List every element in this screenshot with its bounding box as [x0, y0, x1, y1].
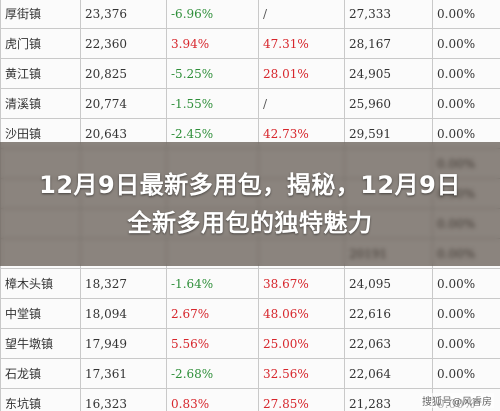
cell-change: 5.56%: [166, 328, 259, 359]
cell-town: 虎门镇: [0, 28, 81, 59]
cell-town: 东坑镇: [0, 388, 81, 411]
cell-value2: 21,283: [344, 388, 433, 411]
cell-value2: 22,616: [344, 298, 433, 329]
cell-value2: 24,095: [344, 268, 433, 299]
table-row: 中堂镇 18,094 2.67% 48.06% 22,616 0.00%: [0, 298, 500, 329]
cell-share: 32.56%: [258, 358, 345, 389]
cell-value: 18,094: [80, 298, 167, 329]
cell-change: -1.64%: [166, 268, 259, 299]
cell-value: 22,360: [80, 28, 167, 59]
table-row: 黄江镇 20,825 -5.25% 28.01% 24,905 0.00%: [0, 58, 500, 89]
cell-share: /: [258, 0, 345, 29]
table-row: 石龙镇 17,361 -2.68% 32.56% 22,064 0.00%: [0, 358, 500, 389]
cell-value: 18,327: [80, 268, 167, 299]
table-row: 厚街镇 23,376 -6.96%/27,333 0.00%: [0, 0, 500, 29]
cell-value: 16,323: [80, 388, 167, 411]
cell-pct: 0.00%: [432, 358, 500, 389]
cell-town: 樟木头镇: [0, 268, 81, 299]
cell-share: 27.85%: [258, 388, 345, 411]
cell-value2: 24,905: [344, 58, 433, 89]
title-banner: 12月9日最新多用包，揭秘，12月9日全新多用包的独特魅力: [0, 142, 500, 266]
cell-value2: 22,063: [344, 328, 433, 359]
table-row: 樟木头镇 18,327 -1.64% 38.67% 24,095 0.00%: [0, 268, 500, 299]
cell-pct: 0.00%: [432, 28, 500, 59]
cell-share: 38.67%: [258, 268, 345, 299]
cell-value2: 22,064: [344, 358, 433, 389]
cell-value2: 25,960: [344, 88, 433, 119]
watermark: 搜狐号@风睿房: [420, 393, 494, 408]
table-row: 望牛墩镇 17,949 5.56% 25.00% 22,063 0.00%: [0, 328, 500, 359]
cell-change: 3.94%: [166, 28, 259, 59]
table-row: 清溪镇 20,774 -1.55%/25,960 0.00%: [0, 88, 500, 119]
cell-pct: 0.00%: [432, 268, 500, 299]
cell-change: -5.25%: [166, 58, 259, 89]
cell-town: 厚街镇: [0, 0, 81, 29]
cell-town: 中堂镇: [0, 298, 81, 329]
article-title: 12月9日最新多用包，揭秘，12月9日全新多用包的独特魅力: [39, 171, 461, 237]
cell-share: /: [258, 88, 345, 119]
cell-change: -1.55%: [166, 88, 259, 119]
cell-value: 20,825: [80, 58, 167, 89]
cell-pct: 0.00%: [432, 298, 500, 329]
cell-change: 0.83%: [166, 388, 259, 411]
cell-value: 20,774: [80, 88, 167, 119]
cell-pct: 0.00%: [432, 0, 500, 29]
cell-share: 48.06%: [258, 298, 345, 329]
cell-town: 石龙镇: [0, 358, 81, 389]
cell-change: 2.67%: [166, 298, 259, 329]
cell-value: 17,949: [80, 328, 167, 359]
cell-value: 17,361: [80, 358, 167, 389]
cell-pct: 0.00%: [432, 58, 500, 89]
cell-pct: 0.00%: [432, 328, 500, 359]
cell-change: -6.96%: [166, 0, 259, 29]
cell-share: 25.00%: [258, 328, 345, 359]
cell-value: 23,376: [80, 0, 167, 29]
cell-town: 黄江镇: [0, 58, 81, 89]
cell-share: 28.01%: [258, 58, 345, 89]
cell-change: -2.68%: [166, 358, 259, 389]
cell-town: 望牛墩镇: [0, 328, 81, 359]
cell-share: 47.31%: [258, 28, 345, 59]
cell-value2: 27,333: [344, 0, 433, 29]
cell-value2: 28,167: [344, 28, 433, 59]
table-row: 虎门镇 22,360 3.94% 47.31% 28,167 0.00%: [0, 28, 500, 59]
cell-pct: 0.00%: [432, 88, 500, 119]
cell-town: 清溪镇: [0, 88, 81, 119]
